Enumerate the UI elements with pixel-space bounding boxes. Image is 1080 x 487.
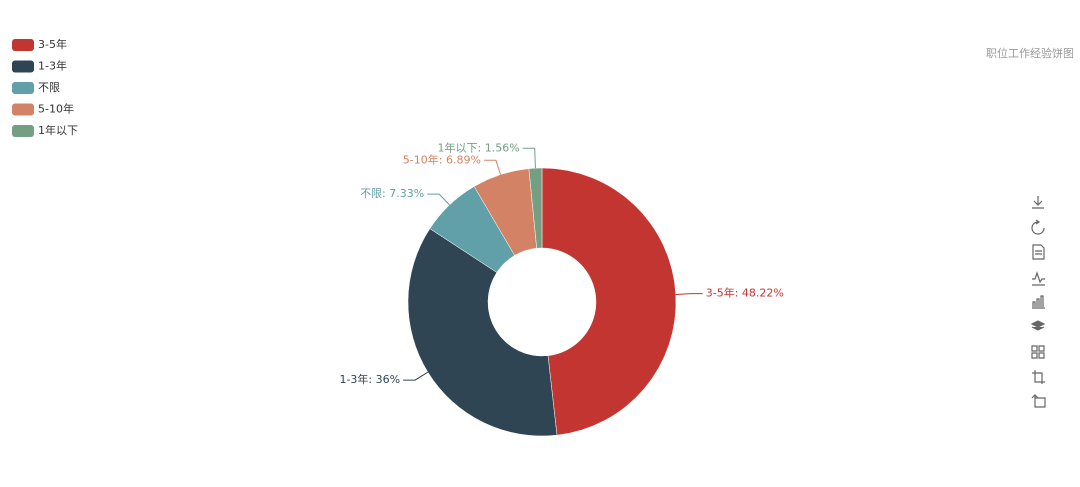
toolbox	[1030, 196, 1046, 408]
label-line	[427, 193, 450, 206]
data-label: 不限: 7.33%	[360, 187, 424, 200]
legend-swatch	[12, 39, 34, 51]
data-label: 1-3年: 36%	[339, 372, 400, 386]
legend-label: 不限	[38, 81, 60, 94]
data-label: 3-5年: 48.22%	[706, 286, 784, 300]
chart-title: 职位工作经验饼图	[986, 46, 1074, 60]
data-label: 1年以下: 1.56%	[438, 140, 520, 154]
zoom-back-icon[interactable]	[1031, 394, 1046, 408]
legend-swatch	[12, 125, 34, 137]
legend-swatch	[12, 103, 34, 116]
tiled-icon[interactable]	[1031, 345, 1045, 359]
legend-label: 1-3年	[38, 59, 67, 73]
label-line	[403, 371, 429, 381]
data-view-icon[interactable]	[1032, 244, 1045, 260]
bar-icon[interactable]	[1032, 295, 1045, 309]
legend-label: 3-5年	[38, 37, 67, 51]
save-icon[interactable]	[1032, 196, 1044, 209]
line-icon[interactable]	[1032, 271, 1045, 286]
pie-slice	[541, 167, 677, 436]
pie-slice	[528, 167, 543, 249]
zoom-icon[interactable]	[1032, 370, 1045, 384]
pie-slice	[407, 228, 558, 437]
data-label: 5-10年: 6.89%	[403, 152, 481, 166]
legend-swatch	[12, 60, 34, 73]
restore-icon[interactable]	[1031, 219, 1045, 235]
label-line	[522, 147, 536, 169]
legend-label: 5-10年	[38, 102, 74, 116]
legend-swatch	[12, 82, 34, 94]
legend-label: 1年以下	[38, 123, 78, 137]
label-line	[483, 159, 502, 175]
label-line	[675, 293, 703, 296]
stack-icon[interactable]	[1030, 320, 1046, 331]
